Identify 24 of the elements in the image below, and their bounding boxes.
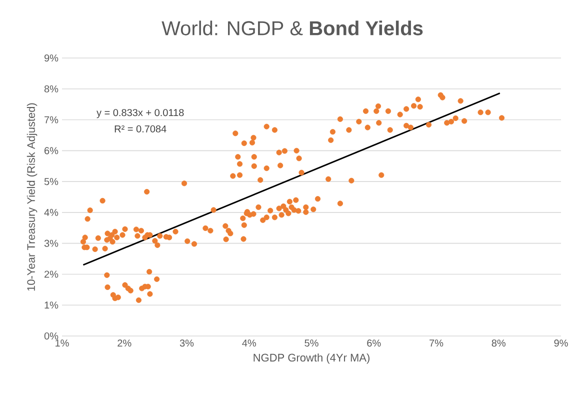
x-tick-label: 1%	[56, 340, 69, 347]
annotation: y = 0.833x + 0.0118	[96, 109, 184, 118]
x-tick-label: 3%	[180, 340, 194, 347]
x-axis-title: NGDP Growth (4Yr MA)	[254, 353, 370, 364]
y-tick-label: 6%	[44, 147, 58, 154]
x-tick-label: 9%	[554, 340, 568, 347]
y-tick-label: 1%	[44, 302, 58, 309]
y-tick-label: 9%	[44, 54, 58, 62]
x-tick-label: 2%	[118, 340, 132, 347]
x-tick-label: 6%	[367, 340, 381, 347]
y-tick-label: 2%	[44, 270, 58, 278]
y-tick-label: 4%	[44, 208, 58, 216]
y-tick-label: 0%	[44, 332, 58, 340]
y-tick-label: 5%	[44, 178, 58, 186]
chart-title: World: NGDP & Bond Yields	[162, 20, 423, 36]
y-tick-label: 7%	[44, 116, 58, 124]
x-tick-label: 7%	[430, 340, 444, 347]
y-tick-label: 3%	[44, 240, 58, 247]
y-tick-label: 8%	[44, 85, 58, 92]
x-tick-label: 4%	[242, 340, 256, 347]
x-tick-label: 8%	[492, 340, 506, 347]
y-axis-title: 10-Year Treasury Yield (Risk Adjusted)	[26, 103, 38, 291]
x-tick-label: 5%	[304, 340, 318, 347]
annotation: R² = 0.7084	[114, 125, 166, 132]
